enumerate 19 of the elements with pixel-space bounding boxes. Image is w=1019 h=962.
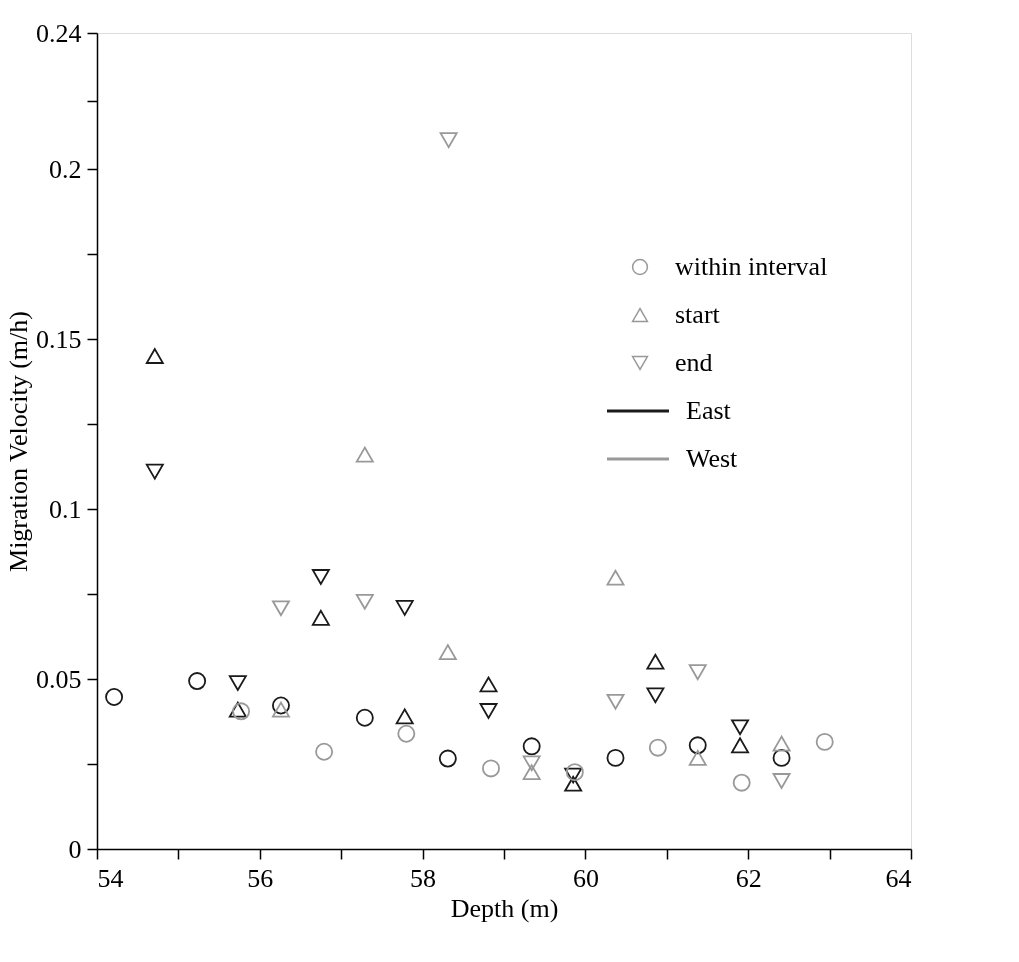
legend-label: within interval — [675, 252, 828, 281]
x-tick-label: 58 — [410, 863, 437, 893]
annotation: East — [686, 396, 732, 425]
x-tick-label: 62 — [735, 863, 762, 893]
y-tick-label: 0.05 — [36, 664, 82, 694]
x-tick-label: 56 — [247, 863, 274, 893]
y-tick-label: 0.1 — [49, 494, 82, 524]
x-tick-label: 60 — [572, 863, 599, 893]
x-tick-label: 54 — [97, 863, 124, 893]
legend-label: start — [675, 300, 721, 329]
x-axis-title: Depth (m) — [450, 893, 559, 923]
annotation: West — [686, 444, 739, 473]
y-axis-title: Migration Velocity (m/h) — [4, 311, 33, 572]
x-tick-label: 64 — [885, 863, 912, 893]
y-tick-label: 0.2 — [49, 154, 82, 184]
y-tick-label: 0 — [68, 834, 82, 864]
y-tick-label: 0.15 — [36, 324, 82, 354]
y-tick-label: 0.24 — [36, 18, 82, 48]
legend-label: end — [675, 348, 713, 377]
